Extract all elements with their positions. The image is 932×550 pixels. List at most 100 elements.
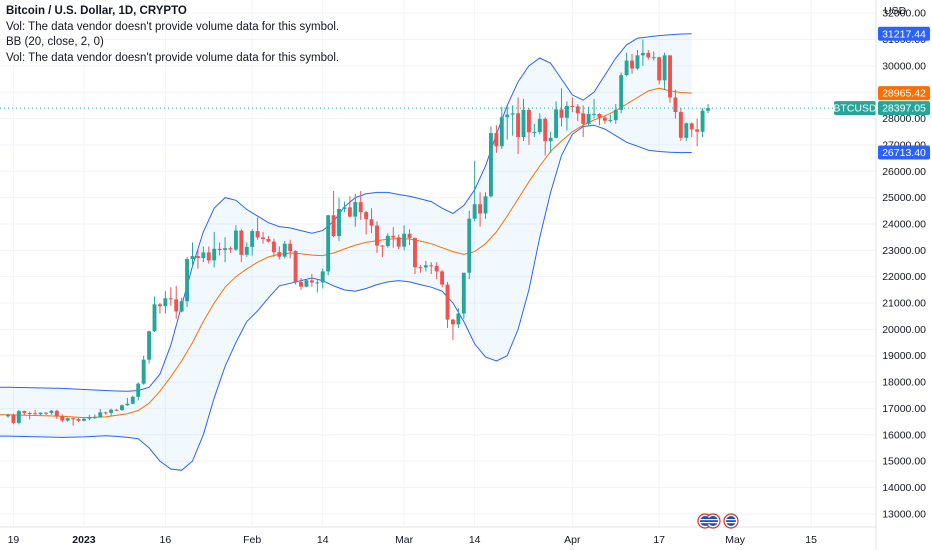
candle-body <box>33 413 38 415</box>
candle <box>147 330 152 364</box>
candle-body <box>434 265 439 272</box>
us-flag-icon <box>726 516 736 526</box>
candle <box>337 197 341 242</box>
candle-body <box>559 109 564 118</box>
candle <box>488 126 493 198</box>
x-tick-label: Feb <box>243 534 261 546</box>
candle <box>157 303 162 314</box>
candle <box>695 118 700 147</box>
candle-body <box>602 117 607 121</box>
candle-body <box>624 60 629 76</box>
candle-body <box>635 55 640 69</box>
x-tick-label: Apr <box>564 534 581 546</box>
candle <box>190 242 195 267</box>
candle-body <box>103 412 108 414</box>
price-axis[interactable]: USD <box>876 0 932 527</box>
y-tick-label: 16000.00 <box>882 429 926 441</box>
candle <box>369 208 374 234</box>
y-tick-label: 20000.00 <box>882 324 926 336</box>
chart-legend: Bitcoin / U.S. Dollar, 1D, CRYPTO Vol: T… <box>6 4 339 66</box>
candle <box>564 101 569 131</box>
candle-body <box>375 225 379 246</box>
bollinger-lower-line <box>0 124 692 471</box>
candle-body <box>22 411 27 413</box>
currency-label: USD <box>884 5 907 17</box>
candle <box>624 52 629 77</box>
candle <box>71 417 76 426</box>
candle <box>429 262 434 275</box>
y-tick-label: 23000.00 <box>882 245 926 257</box>
candle <box>532 123 537 138</box>
y-tick-label: 30000.00 <box>882 60 926 72</box>
candle <box>130 395 135 405</box>
candle <box>233 225 238 251</box>
candle-body <box>532 132 537 134</box>
y-tick-label: 24000.00 <box>882 218 926 230</box>
candle-body <box>304 280 309 287</box>
candle <box>689 122 694 138</box>
candle <box>472 160 477 222</box>
candle-body <box>250 231 255 247</box>
candle-body <box>467 218 472 273</box>
candle-body <box>706 108 710 111</box>
bollinger-bands-indicator[interactable]: BB (20, close, 2, 0) <box>6 36 104 48</box>
candle <box>299 277 303 290</box>
candle-body <box>130 396 135 404</box>
candle-body <box>157 304 162 307</box>
candle <box>212 231 217 268</box>
candle-body <box>168 298 173 300</box>
candle <box>38 412 43 416</box>
candle-body <box>337 208 341 237</box>
last-price-value: 28397.05 <box>882 103 926 115</box>
candle-body <box>239 230 244 255</box>
candle-body <box>125 403 130 406</box>
candle-body <box>673 97 678 112</box>
economic-events-icon[interactable] <box>697 513 739 529</box>
candle-body <box>380 245 385 247</box>
candle-body <box>369 219 374 226</box>
candle-body <box>185 259 190 302</box>
candle <box>293 250 298 285</box>
candle <box>570 97 575 112</box>
candle <box>700 108 705 138</box>
bb-basis-price-tag: 28965.42 <box>878 86 930 101</box>
candle-body <box>347 207 352 217</box>
candle <box>92 414 97 419</box>
candle-body <box>668 55 672 98</box>
bb-basis-value: 28965.42 <box>882 88 926 100</box>
candle-body <box>152 304 157 332</box>
candle <box>521 98 526 141</box>
x-tick-label: 2023 <box>72 534 96 546</box>
candle-body <box>543 118 548 142</box>
candle <box>592 98 596 119</box>
y-tick-label: 25000.00 <box>882 192 926 204</box>
candle-body <box>217 248 222 251</box>
candle-body <box>657 57 662 81</box>
candle-body <box>309 280 314 283</box>
candle <box>44 412 48 416</box>
candle <box>331 191 336 238</box>
candle <box>49 410 54 415</box>
candle <box>136 382 141 401</box>
candle <box>244 242 249 257</box>
candle-body <box>700 110 705 132</box>
symbol-title[interactable]: Bitcoin / U.S. Dollar, 1D, CRYPTO <box>6 5 187 17</box>
candle <box>320 268 325 289</box>
candle-body <box>60 416 65 421</box>
candle <box>228 246 233 253</box>
candle <box>619 72 624 114</box>
candle <box>239 229 244 263</box>
candle-body <box>537 118 542 133</box>
candle-body <box>581 113 586 124</box>
candle <box>82 418 86 422</box>
y-tick-label: 17000.00 <box>882 403 926 415</box>
candle <box>461 272 466 319</box>
candle <box>548 131 553 153</box>
candle-body <box>120 405 124 411</box>
candle-body <box>619 75 624 110</box>
candle <box>174 285 179 319</box>
candle-body <box>201 252 206 258</box>
candle <box>678 108 683 141</box>
candle-body <box>646 52 651 58</box>
